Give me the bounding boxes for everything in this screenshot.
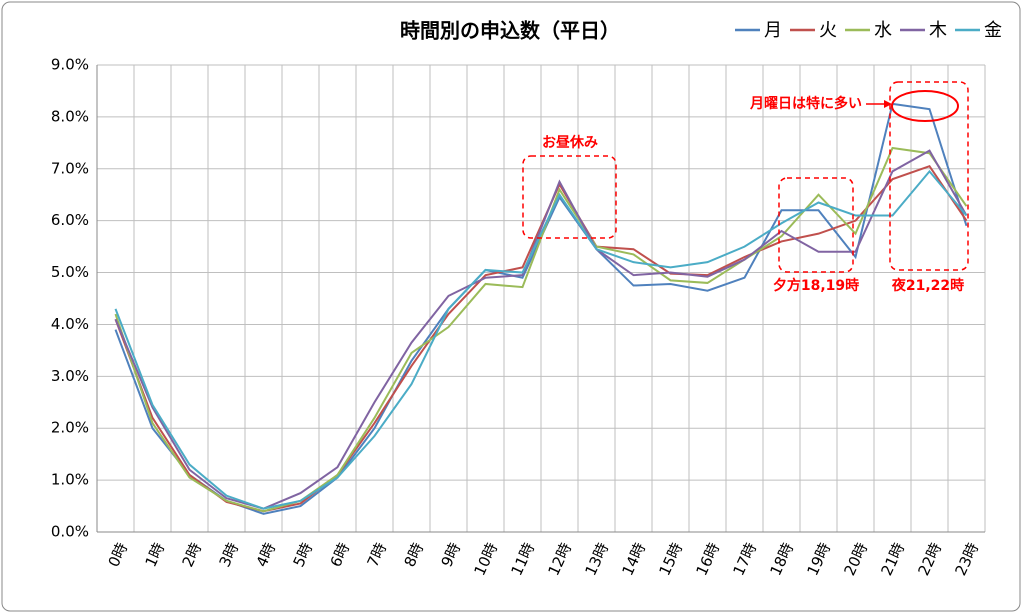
y-tick-label: 6.0% <box>51 211 89 229</box>
annotation-circle <box>891 90 959 122</box>
annotation-box <box>522 155 617 239</box>
annotation: お昼休み <box>542 134 598 151</box>
y-tick-label: 5.0% <box>51 263 89 281</box>
annotation-box <box>889 81 969 271</box>
annotation: 月曜日は特に多い <box>749 95 862 112</box>
chart-title: 時間別の申込数（平日） <box>400 19 620 43</box>
y-tick-label: 3.0% <box>51 367 89 385</box>
legend-label: 火 <box>819 20 837 41</box>
y-tick-label: 1.0% <box>51 471 89 489</box>
y-tick-label: 4.0% <box>51 315 89 333</box>
series-line <box>114 169 968 510</box>
legend-label: 金 <box>984 20 1002 41</box>
y-tick-label: 0.0% <box>51 523 89 541</box>
y-tick-label: 8.0% <box>51 107 89 125</box>
annotation-arrowhead <box>884 100 892 108</box>
legend-label: 月 <box>764 20 782 41</box>
annotation: 夜21,22時 <box>891 277 964 294</box>
y-tick-label: 9.0% <box>51 56 89 74</box>
y-tick-label: 7.0% <box>51 159 89 177</box>
annotation: 夕方18,19時 <box>773 277 859 294</box>
legend-label: 水 <box>874 20 892 41</box>
annotation-box <box>778 177 854 273</box>
y-tick-label: 2.0% <box>51 419 89 437</box>
legend-label: 木 <box>929 20 947 41</box>
